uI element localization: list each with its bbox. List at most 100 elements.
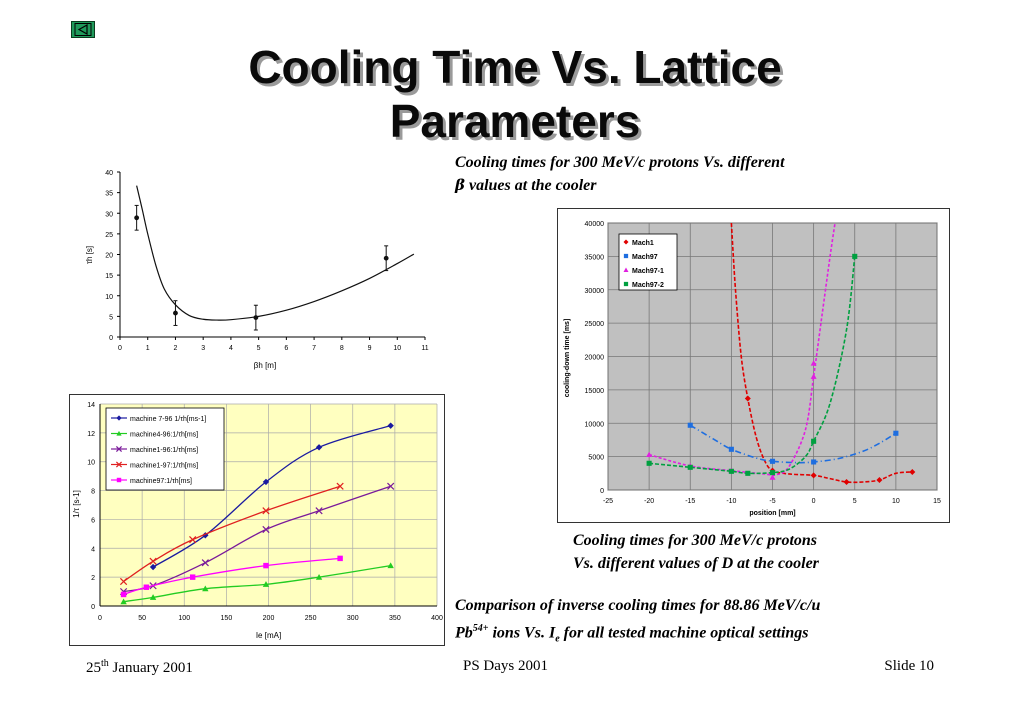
x-tick-label: -5 — [769, 498, 775, 505]
x-tick-label: 0 — [812, 498, 816, 505]
series-line-mach97-1 — [648, 223, 836, 476]
legend-label: Mach1 — [632, 240, 654, 247]
legend-label: machine1-97:1/τh[ms] — [130, 463, 198, 470]
data-point — [149, 563, 157, 571]
legend-marker — [623, 239, 629, 245]
data-point-mach1 — [876, 476, 883, 483]
data-point-mach97-2 — [745, 470, 751, 476]
x-tick-label: 7 — [312, 345, 316, 352]
y-tick-label: 4 — [91, 546, 95, 553]
legend-marker — [623, 253, 629, 259]
data-point-mach1 — [810, 472, 817, 479]
triangle-left-icon — [74, 23, 92, 36]
back-button[interactable] — [71, 21, 95, 38]
y-tick-label: 40 — [105, 170, 113, 177]
data-point-mach97-2 — [769, 470, 776, 476]
legend-marker — [116, 477, 122, 483]
y-tick-label: 20000 — [585, 355, 605, 362]
data-point — [315, 444, 323, 451]
legend-label: machine 7-96 1/τh[ms-1] — [130, 416, 206, 423]
legend-label: Mach97-1 — [632, 268, 664, 275]
x-tick-label: 9 — [368, 345, 372, 352]
beta-chart: 0 5 10 15 20 25 30 35 40 0 1 2 3 4 5 6 7 8 9 10 11 βh [m] τh [… — [85, 170, 429, 370]
data-point-mach97-2 — [811, 438, 817, 444]
y-tick-label: 5000 — [588, 455, 604, 462]
y-tick-label: 15 — [105, 273, 113, 280]
y-tick-label: 30 — [105, 211, 113, 218]
y-tick-label: 10000 — [585, 421, 605, 428]
x-tick-label: 6 — [284, 345, 288, 352]
x-tick-label: 11 — [421, 345, 428, 352]
y-tick-label: 0 — [600, 488, 604, 495]
caption-inverse: Comparison of inverse cooling times for … — [455, 597, 821, 645]
x-tick-label: 5 — [257, 345, 261, 352]
data-point — [119, 577, 128, 586]
data-point — [387, 482, 395, 490]
data-point — [134, 215, 140, 221]
x-tick-label: 400 — [431, 615, 443, 622]
data-point — [262, 581, 270, 587]
footer-date: 25th January 2001 — [86, 658, 193, 676]
y-tick-label: 30000 — [585, 288, 605, 295]
x-axis-title: Ie [mA] — [256, 631, 281, 640]
data-point-mach97 — [769, 458, 776, 464]
caption-dispersion: Cooling times for 300 MeV/c protons Vs. … — [573, 532, 819, 572]
data-point-mach97-2 — [687, 464, 693, 470]
x-tick-label: 250 — [305, 615, 317, 622]
data-point — [387, 422, 394, 429]
y-tick-label: 20 — [105, 253, 113, 260]
x-tick-label: 10 — [892, 498, 900, 505]
beta-symbol: β — [455, 176, 465, 194]
x-tick-label: 100 — [178, 615, 190, 622]
x-tick-label: 15 — [933, 498, 941, 505]
data-point-mach97-1 — [646, 451, 653, 458]
data-point — [143, 584, 150, 590]
data-point-mach97 — [893, 430, 899, 436]
data-point — [201, 559, 209, 567]
data-point-mach97-2 — [852, 253, 858, 259]
legend-marker — [116, 415, 122, 421]
y-axis-title: 1/τ [s-1] — [72, 490, 81, 518]
y-tick-label: 25000 — [585, 321, 605, 328]
data-point-mach97 — [687, 422, 693, 428]
legend-marker — [623, 281, 629, 287]
data-point-mach1 — [843, 478, 850, 485]
fit-curve — [136, 185, 415, 321]
legend-marker — [623, 267, 629, 272]
y-tick-label: 40000 — [585, 221, 605, 228]
y-tick-label: 2 — [91, 575, 95, 582]
data-point — [262, 507, 270, 515]
data-point — [120, 598, 127, 605]
x-tick-label: 4 — [229, 345, 233, 352]
y-tick-label: 8 — [91, 489, 95, 496]
footer-event: PS Days 2001 — [463, 658, 549, 674]
y-tick-label: 12 — [87, 431, 95, 438]
x-axis-title: βh [m] — [254, 361, 276, 370]
x-tick-label: 10 — [393, 345, 401, 352]
data-point — [149, 594, 157, 600]
data-point — [387, 562, 394, 569]
y-tick-label: 35000 — [585, 254, 605, 261]
legend-label: machine97:1/τh[ms] — [130, 478, 192, 485]
y-axis-title: τh [s] — [85, 246, 94, 264]
data-point — [202, 585, 209, 592]
x-tick-label: 0 — [98, 615, 102, 622]
legend-label: machine4-96:1/τh[ms] — [130, 432, 198, 439]
x-tick-label: 50 — [138, 615, 146, 622]
legend-marker — [116, 430, 122, 436]
data-point — [253, 315, 259, 321]
x-axis-title: position [mm] — [749, 510, 795, 517]
data-point-mach97-1 — [769, 474, 776, 480]
y-tick-label: 14 — [87, 402, 95, 409]
data-point — [383, 255, 389, 261]
data-point-mach97-2 — [646, 460, 652, 466]
x-tick-label: -25 — [603, 498, 613, 505]
data-point — [337, 555, 343, 562]
data-point — [263, 562, 269, 569]
data-point — [189, 536, 197, 544]
series-line — [123, 564, 391, 603]
data-point — [315, 573, 323, 580]
x-tick-label: -10 — [726, 498, 736, 505]
data-point-mach1 — [744, 395, 751, 402]
legend-label: Mach97 — [632, 254, 658, 261]
